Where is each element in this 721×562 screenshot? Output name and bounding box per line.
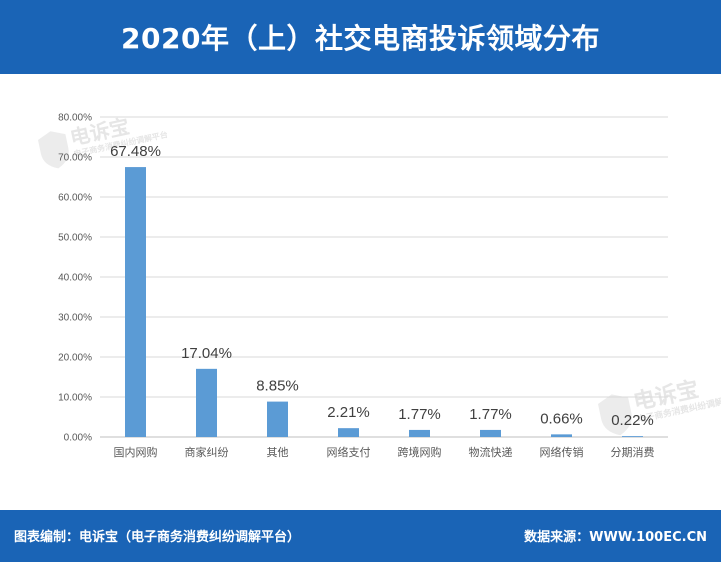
x-category-label: 国内网购 [114, 445, 158, 459]
footer-banner: 图表编制：电诉宝（电子商务消费纠纷调解平台） 数据来源：WWW.100EC.CN [0, 510, 721, 562]
y-tick-label: 40.00% [58, 273, 92, 284]
y-tick-label: 10.00% [58, 393, 92, 404]
x-axis-categories: 国内网购 商家纠纷 其他 网络支付 跨境网购 物流快递 网络传销 分期消费 [114, 445, 655, 459]
bar [480, 429, 501, 437]
x-category-label: 分期消费 [611, 445, 655, 459]
bar [267, 401, 288, 437]
gridlines [100, 116, 668, 438]
data-label: 2.21% [327, 404, 370, 421]
x-category-label: 跨境网购 [398, 445, 442, 459]
data-label: 8.85% [256, 378, 299, 395]
y-tick-label: 0.00% [64, 433, 92, 444]
y-tick-label: 70.00% [58, 153, 92, 164]
bar [622, 436, 643, 437]
data-label: 17.04% [181, 345, 232, 362]
data-label: 1.77% [398, 406, 441, 423]
data-label: 1.77% [469, 406, 512, 423]
bar [196, 368, 217, 437]
data-labels: 67.48% 17.04% 8.85% 2.21% 1.77% 1.77% 0.66% 0.2… [110, 143, 654, 429]
x-category-label: 其他 [267, 446, 289, 459]
bar [409, 429, 430, 437]
footer-source-editor: 图表编制：电诉宝（电子商务消费纠纷调解平台） [14, 530, 301, 545]
bar [338, 428, 359, 437]
data-label: 0.66% [540, 410, 583, 427]
x-category-label: 网络传销 [540, 445, 584, 459]
y-tick-label: 80.00% [58, 113, 92, 124]
x-category-label: 网络支付 [327, 445, 371, 459]
shield-icon [38, 131, 69, 169]
data-label: 67.48% [110, 143, 161, 160]
y-tick-label: 20.00% [58, 353, 92, 364]
y-tick-label: 60.00% [58, 193, 92, 204]
shield-icon [598, 394, 632, 436]
bar [551, 434, 572, 437]
footer-data-source: 数据来源：WWW.100EC.CN [524, 530, 707, 545]
y-axis-ticks: 0.00% 10.00% 20.00% 30.00% 40.00% 50.00% 60.00… [58, 113, 92, 444]
bar [125, 167, 146, 437]
y-tick-label: 30.00% [58, 313, 92, 324]
x-category-label: 物流快递 [469, 445, 513, 459]
bars [125, 167, 643, 437]
data-label: 0.22% [611, 412, 654, 429]
x-category-label: 商家纠纷 [185, 445, 229, 459]
y-tick-label: 50.00% [58, 233, 92, 244]
title-banner: 2020年（上）社交电商投诉领域分布 [0, 0, 721, 74]
chart-title: 2020年（上）社交电商投诉领域分布 [121, 22, 600, 55]
